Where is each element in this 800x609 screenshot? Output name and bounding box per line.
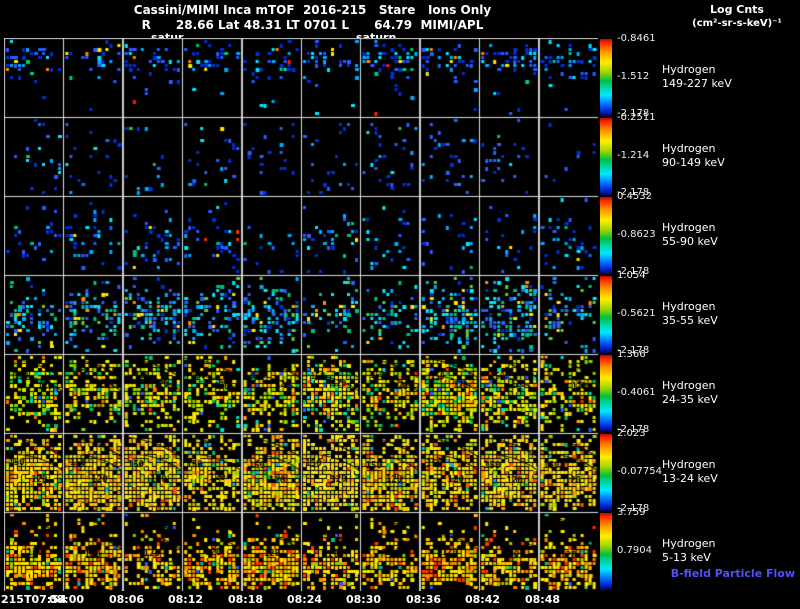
time-label-4: 08:18 [228,593,264,606]
colorbar-tick-max: 2.023 [617,428,646,439]
colorbar-tick-mid: -1.512 [617,71,650,82]
energy-range-label: 55-90 keV [662,235,718,248]
row-legend-4: 1.366 -0.4061 -2.178 Hydrogen 24-35 keV [600,349,798,435]
time-label-9: 08:48 [525,593,561,606]
energy-range-label: 5-13 keV [662,551,711,564]
colorbar-tick-mid: 0.7904 [617,545,652,556]
colorbar [600,276,612,353]
time-label-5: 08:24 [287,593,323,606]
energy-range-label: 24-35 keV [662,393,718,406]
spectrogram-panel-grid [4,38,598,591]
colorbar-tick-max: 1.054 [617,270,646,281]
species-label: Hydrogen [662,537,716,550]
energy-range-label: 13-24 keV [662,472,718,485]
time-label-8: 08:42 [465,593,501,606]
colorbar-tick-min: -2.178 [617,503,650,514]
colorbar [600,513,612,590]
colorbar-tick-min: -2.178 [617,187,650,198]
colorbar-tick-max: 1.366 [617,349,646,360]
colorbar [600,434,612,511]
time-label-7: 08:36 [406,593,442,606]
species-label: Hydrogen [662,458,716,471]
orbit-status-line: R 28.66 Lat 48.31 LT 0701 L 64.79 MIMI/A… [141,18,484,32]
row-legend-6: 3.759 0.7904 Hydrogen 5-13 keV [600,507,798,591]
species-label: Hydrogen [662,379,716,392]
species-label: Hydrogen [662,300,716,313]
colorbar-tick-mid: -0.07754 [617,466,662,477]
row-legend-2: 0.4532 -0.8623 -2.178 Hydrogen 55-90 keV [600,191,798,277]
row-legend-5: 2.023 -0.07754 -2.178 Hydrogen 13-24 keV [600,428,798,514]
row-legend-1: -0.2511 -1.214 -2.178 Hydrogen 90-149 keV [600,112,798,198]
colorbar-units: Log Cnts (cm²-sr-s-keV)⁻¹ [678,3,796,31]
species-label: Hydrogen [662,63,716,76]
page-title: Cassini/MIMI Inca mTOF 2016-215 Stare Io… [133,3,492,17]
species-label: Hydrogen [662,221,716,234]
row-legend-0: -0.8461 -1.512 -2.178 Hydrogen 149-227 keV [600,33,798,119]
colorbar-tick-max: -0.2511 [617,112,656,123]
colorbar-tick-min: -2.178 [617,424,650,435]
colorbar [600,197,612,274]
colorbar-tick-max: 0.4532 [617,191,652,202]
species-label: Hydrogen [662,142,716,155]
row-legend-3: 1.054 -0.5621 -2.178 Hydrogen 35-55 keV [600,270,798,356]
colorbar-tick-max: -0.8461 [617,33,656,44]
energy-range-label: 149-227 keV [662,77,732,90]
time-label-0: 215T07:54 [1,593,67,606]
log-cnts-label: Log Cnts [710,3,764,16]
colorbar-tick-max: 3.759 [617,507,646,518]
energy-range-label: 90-149 keV [662,156,725,169]
colorbar-tick-min: -2.178 [617,345,650,356]
time-label-6: 08:30 [346,593,382,606]
energy-range-label: 35-55 keV [662,314,718,327]
colorbar-tick-mid: -0.5621 [617,308,656,319]
time-label-2: 08:06 [109,593,145,606]
colorbar-tick-mid: -0.4061 [617,387,656,398]
colorbar [600,118,612,195]
colorbar-tick-mid: -0.8623 [617,229,656,240]
colorbar [600,39,612,116]
time-label-3: 08:12 [168,593,204,606]
time-label-1: 08:00 [49,593,85,606]
units-label: (cm²-sr-s-keV)⁻¹ [692,18,782,29]
bfield-particle-flow-label: B-field Particle Flow [670,567,795,580]
colorbar-tick-min: -2.178 [617,266,650,277]
colorbar [600,355,612,432]
colorbar-tick-min: -2.178 [617,108,650,119]
colorbar-tick-mid: -1.214 [617,150,650,161]
